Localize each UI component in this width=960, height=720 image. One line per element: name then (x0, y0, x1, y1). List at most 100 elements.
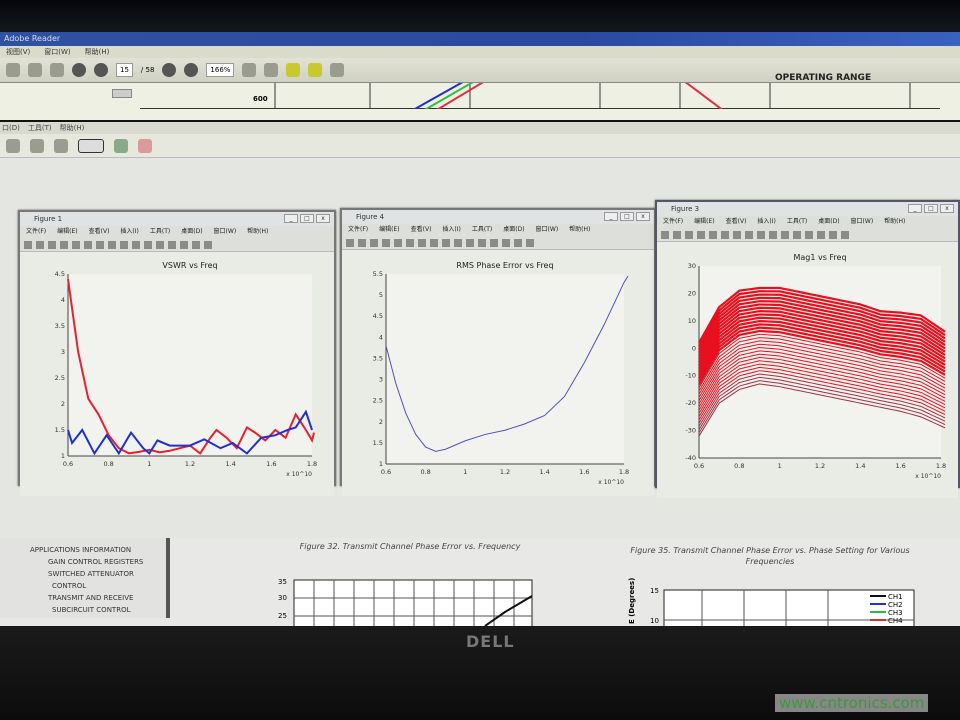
close-button[interactable]: x (636, 212, 650, 221)
dock-icon[interactable] (526, 238, 534, 247)
figure-menu-item[interactable]: 桌面(D) (503, 226, 525, 233)
open-icon[interactable] (358, 238, 366, 247)
bookmark-item[interactable]: SWITCHED ATTENUATOR (48, 570, 134, 578)
data-cursor-icon[interactable] (132, 240, 140, 249)
close-button[interactable]: x (316, 214, 330, 223)
pencil-icon[interactable] (114, 138, 128, 153)
save-icon[interactable] (6, 63, 20, 77)
figure-menu-item[interactable]: 文件(F) (26, 228, 47, 235)
brush-icon[interactable] (781, 230, 789, 239)
print-icon[interactable] (697, 230, 705, 239)
fit-page-icon[interactable] (242, 63, 257, 77)
data-cursor-icon[interactable] (769, 230, 777, 239)
rotate-icon[interactable] (757, 230, 765, 239)
grid-icon[interactable] (829, 230, 837, 239)
figure-title-bar[interactable]: Figure 3 _ □ x (657, 202, 958, 216)
minimize-button[interactable]: _ (604, 212, 618, 221)
maximize-button[interactable]: □ (924, 204, 938, 213)
print-icon[interactable] (382, 238, 390, 247)
menu-help[interactable]: 帮助(H) (59, 124, 85, 132)
sign-icon[interactable] (308, 63, 323, 77)
dock-icon[interactable] (841, 230, 849, 239)
legend-icon[interactable] (502, 238, 510, 247)
save-icon[interactable] (370, 238, 378, 247)
figure-menu-item[interactable]: 桌面(D) (181, 228, 203, 235)
menu-help[interactable]: 帮助(H) (84, 48, 110, 56)
bookmark-item[interactable]: TRANSMIT AND RECEIVE (48, 594, 134, 602)
email-icon[interactable] (50, 63, 64, 77)
page-number-input[interactable]: 15 (116, 63, 133, 77)
grid-icon[interactable] (192, 240, 200, 249)
new-file-icon[interactable] (24, 240, 32, 249)
figure-menu-item[interactable]: 查看(V) (410, 226, 432, 233)
figure-menu-item[interactable]: 窗口(W) (535, 226, 559, 233)
zoom-in-icon[interactable] (406, 238, 414, 247)
print-icon[interactable] (30, 138, 44, 153)
maximize-button[interactable]: □ (620, 212, 634, 221)
figure-menu-item[interactable]: 插入(I) (757, 218, 776, 225)
zoom-out-icon[interactable] (96, 240, 104, 249)
figure-menu-item[interactable]: 工具(T) (786, 218, 808, 225)
figure-menu-item[interactable]: 文件(F) (663, 218, 684, 225)
figure-menu-item[interactable]: 编辑(E) (379, 226, 400, 233)
menu-tools[interactable]: 工具(T) (27, 124, 52, 132)
figure-window-4[interactable]: Figure 4 _ □ x 文件(F) 编辑(E) 查看(V) 插入(I) 工具(T) 桌面(D… (340, 208, 656, 496)
link-icon[interactable] (793, 230, 801, 239)
figure-title-bar[interactable]: Figure 1 _ □ x (20, 212, 334, 226)
figure-menu-item[interactable]: 帮助(H) (247, 228, 269, 235)
figure-menu-item[interactable]: 查看(V) (725, 218, 747, 225)
menu-window[interactable]: 窗口(W) (44, 48, 71, 56)
minimize-button[interactable]: _ (908, 204, 922, 213)
figure-menu-item[interactable]: 工具(T) (149, 228, 171, 235)
figure-title-bar[interactable]: Figure 4 _ □ x (342, 210, 654, 224)
new-file-icon[interactable] (661, 230, 669, 239)
close-button[interactable]: x (940, 204, 954, 213)
bookmark-item[interactable]: APPLICATIONS INFORMATION (30, 546, 132, 554)
eraser-icon[interactable] (138, 138, 152, 153)
figure-window-3[interactable]: Figure 3 _ □ x 文件(F) 编辑(E) 查看(V) 插入(I) 工具(T) 桌面(D… (655, 200, 960, 498)
colorbar-icon[interactable] (490, 238, 498, 247)
pan-icon[interactable] (745, 230, 753, 239)
pointer-icon[interactable] (394, 238, 402, 247)
figure-menu-item[interactable]: 插入(I) (120, 228, 139, 235)
grid-icon[interactable] (514, 238, 522, 247)
menu-view[interactable]: 视图(V) (6, 48, 31, 56)
link-icon[interactable] (156, 240, 164, 249)
rotate-icon[interactable] (120, 240, 128, 249)
lasso-icon[interactable] (54, 138, 68, 153)
prev-page-icon[interactable] (72, 63, 86, 77)
colorbar-icon[interactable] (168, 240, 176, 249)
bookmark-item[interactable]: SUBCIRCUIT CONTROL (52, 606, 131, 614)
figure-window-1[interactable]: Figure 1 _ □ x 文件(F) 编辑(E) 查看(V) 插入(I) 工具(T) 桌面(D… (18, 210, 336, 496)
print-icon[interactable] (28, 63, 42, 77)
brush-icon[interactable] (144, 240, 152, 249)
figure-menu-item[interactable]: 编辑(E) (694, 218, 715, 225)
dock-icon[interactable] (204, 240, 212, 249)
data-cursor-icon[interactable] (454, 238, 462, 247)
figure-menu-item[interactable]: 查看(V) (88, 228, 110, 235)
legend-icon[interactable] (180, 240, 188, 249)
new-file-icon[interactable] (346, 238, 354, 247)
zoom-in-icon[interactable] (84, 240, 92, 249)
minimize-button[interactable]: _ (284, 214, 298, 223)
open-icon[interactable] (36, 240, 44, 249)
next-page-icon[interactable] (94, 63, 108, 77)
figure-menu-item[interactable]: 桌面(D) (818, 218, 840, 225)
legend-icon[interactable] (817, 230, 825, 239)
link-icon[interactable] (478, 238, 486, 247)
zoom-out-icon[interactable] (162, 63, 177, 77)
save-icon[interactable] (685, 230, 693, 239)
zoom-out-icon[interactable] (418, 238, 426, 247)
expand-icon[interactable] (330, 63, 345, 77)
pan-icon[interactable] (430, 238, 438, 247)
pointer-icon[interactable] (709, 230, 717, 239)
print-icon[interactable] (60, 240, 68, 249)
figure-menu-item[interactable]: 文件(F) (348, 226, 369, 233)
comment-icon[interactable] (286, 63, 301, 77)
figure-menu-item[interactable]: 帮助(H) (884, 218, 906, 225)
colorbar-icon[interactable] (805, 230, 813, 239)
pointer-icon[interactable] (72, 240, 80, 249)
figure-menu-item[interactable]: 帮助(H) (569, 226, 591, 233)
figure-menu-item[interactable]: 窗口(W) (850, 218, 874, 225)
bookmark-item[interactable]: CONTROL (52, 582, 87, 590)
